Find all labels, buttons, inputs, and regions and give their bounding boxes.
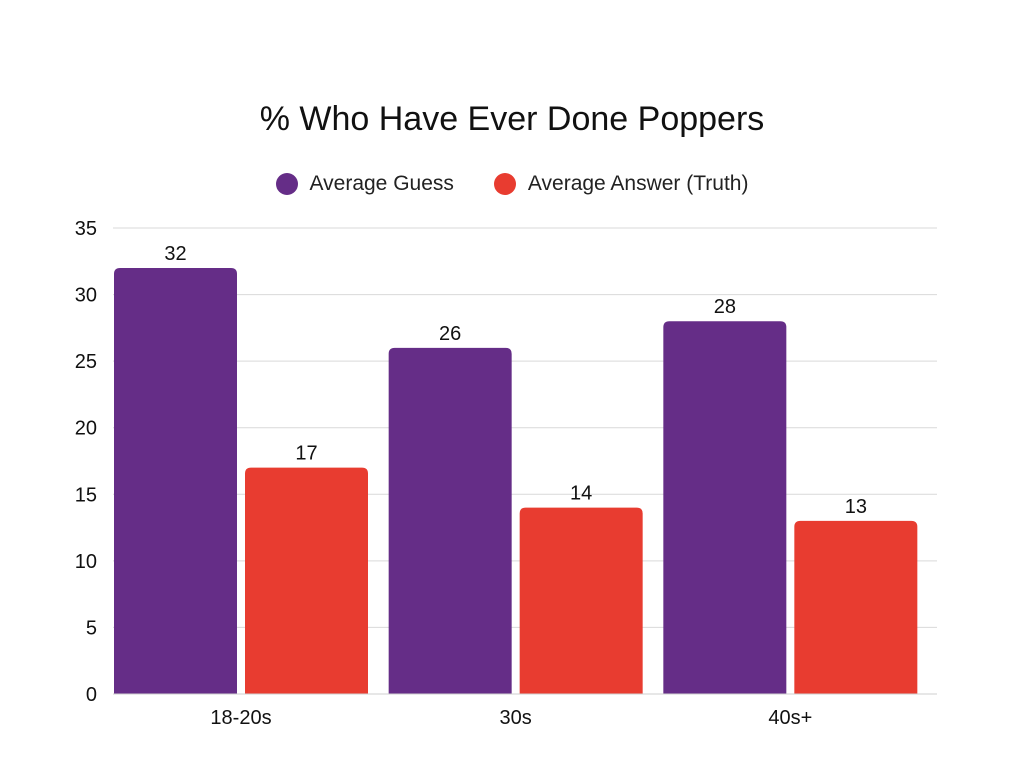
data-label: 26 bbox=[439, 323, 461, 345]
bar bbox=[114, 267, 237, 694]
legend-swatch-average-answer bbox=[493, 173, 516, 195]
bar bbox=[388, 347, 512, 694]
legend-swatch-average-guess bbox=[275, 173, 298, 195]
chart-legend: Average Guess Average Answer (Truth) bbox=[0, 172, 1024, 196]
data-label: 28 bbox=[714, 296, 736, 318]
y-tick-label: 10 bbox=[75, 551, 97, 573]
y-tick-label: 20 bbox=[75, 418, 97, 440]
x-tick-label: 30s bbox=[500, 707, 532, 729]
y-tick-label: 25 bbox=[75, 351, 97, 373]
legend-item-average-answer: Average Answer (Truth) bbox=[493, 172, 749, 196]
legend-label-average-guess: Average Guess bbox=[309, 172, 454, 195]
legend-item-average-guess: Average Guess bbox=[275, 172, 454, 196]
y-tick-label: 15 bbox=[75, 484, 97, 506]
data-label: 17 bbox=[295, 443, 317, 465]
chart-title: % Who Have Ever Done Poppers bbox=[259, 100, 765, 138]
bar bbox=[794, 520, 918, 694]
x-tick-label: 18-20s bbox=[210, 707, 271, 729]
data-label: 13 bbox=[845, 496, 867, 518]
y-tick-label: 35 bbox=[75, 218, 97, 240]
x-tick-label: 40s+ bbox=[768, 707, 812, 729]
bar bbox=[519, 507, 643, 694]
bar bbox=[663, 321, 787, 694]
y-tick-label: 5 bbox=[86, 617, 97, 639]
legend-label-average-answer: Average Answer (Truth) bbox=[527, 172, 749, 195]
data-label: 14 bbox=[570, 483, 592, 505]
y-tick-label: 30 bbox=[75, 285, 97, 307]
data-label: 32 bbox=[164, 243, 186, 265]
bar bbox=[245, 467, 368, 694]
y-tick-label: 0 bbox=[86, 684, 97, 706]
